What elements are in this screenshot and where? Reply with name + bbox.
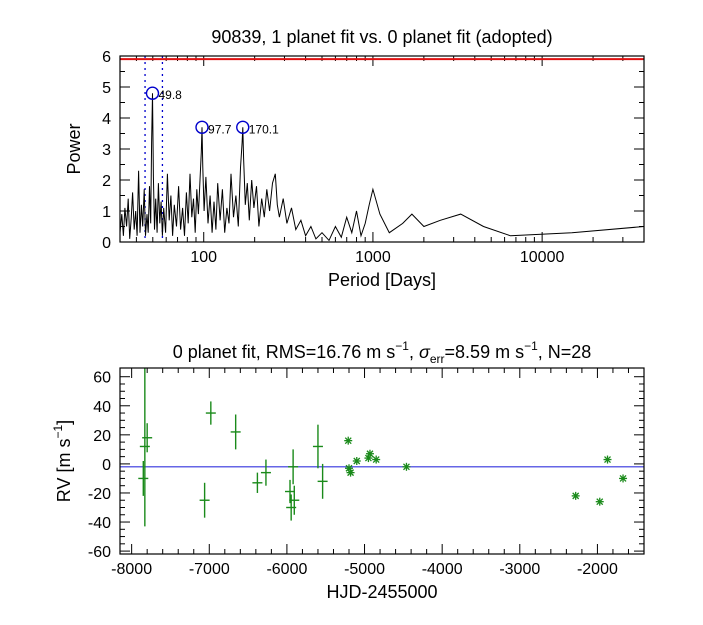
peak-marker: [195, 120, 209, 135]
rv-star-stroke: [402, 463, 410, 471]
rv-star-stroke: [619, 474, 627, 482]
rv-star-stroke: [353, 457, 361, 465]
rv-star-stroke: [604, 456, 611, 464]
periodogram-y-tick-label: 5: [102, 80, 111, 97]
peak-marker: [236, 120, 250, 135]
rv-point-star: [595, 497, 604, 506]
peak-marker: [145, 86, 160, 100]
rv-point: [288, 449, 299, 485]
rv-x-tick-label: -4000: [422, 561, 463, 578]
rv-point: [260, 459, 271, 486]
rv-star-stroke: [372, 456, 380, 464]
periodogram-ticks: 100 1000 10000 0 1 2 3 4 5 6: [102, 49, 645, 266]
rv-panel: 0 planet fit, RMS=16.76 m s−1, σerr=8.59…: [51, 339, 645, 602]
rv-point: [317, 463, 328, 499]
rv-point: [289, 485, 300, 515]
rv-y-label-close: ]: [54, 420, 74, 425]
periodogram-title: 90839, 1 planet fit vs. 0 planet fit (ad…: [211, 27, 552, 47]
rv-title-part: 0 planet fit, RMS=16.76 m s: [173, 342, 396, 362]
rv-ticks: -8000 -7000 -6000 -5000 -4000 -3000 -2000 -60 -4…: [88, 368, 644, 578]
rv-point: [142, 423, 153, 453]
periodogram-x-tick-label: 1000: [355, 249, 391, 266]
rv-star-stroke: [345, 464, 353, 472]
rv-y-tick-label: 60: [93, 370, 111, 387]
rv-y-label-main: RV [m s: [54, 439, 74, 503]
rv-point-star: [344, 436, 353, 445]
periodogram-panel: 90839, 1 planet fit vs. 0 planet fit (ad…: [64, 27, 645, 290]
periodogram-x-axis-label: Period [Days]: [328, 270, 436, 290]
peak-label: 97.7: [208, 122, 232, 136]
rv-x-tick-label: -7000: [189, 561, 230, 578]
rv-star-stroke: [347, 469, 355, 477]
periodogram-y-tick-label: 2: [102, 173, 111, 190]
rv-title-part: , N=28: [538, 342, 592, 362]
rv-y-tick-label: -20: [88, 486, 111, 503]
rv-point-star: [365, 449, 374, 458]
rv-x-tick-label: -8000: [111, 561, 152, 578]
periodogram-y-tick-label: 1: [102, 204, 111, 221]
rv-point: [138, 461, 149, 496]
rv-title-sup: −1: [524, 339, 538, 353]
rv-y-tick-label: 40: [93, 399, 111, 416]
periodogram-y-axis-label: Power: [64, 123, 84, 174]
rv-y-label-sup: −1: [51, 425, 65, 439]
rv-y-tick-label: 0: [102, 457, 111, 474]
rv-point: [252, 472, 263, 493]
rv-x-axis-label: HJD-2455000: [326, 582, 437, 602]
peak-label: 170.1: [249, 122, 279, 136]
periodogram-x-tick-label: 10000: [520, 249, 565, 266]
rv-x-tick-label: -5000: [344, 561, 385, 578]
rv-plot-area: [120, 368, 644, 527]
rv-point: [285, 479, 296, 504]
periodogram-plot-area: 49.8 97.7 170.1: [119, 56, 645, 242]
rv-point: [205, 401, 216, 425]
rv-x-tick-label: -2000: [577, 561, 618, 578]
rv-point: [199, 482, 210, 518]
periodogram-y-tick-label: 6: [102, 49, 111, 66]
rv-point-star: [402, 462, 411, 471]
rv-point: [312, 424, 323, 469]
rv-y-tick-label: 20: [93, 428, 111, 445]
rv-star-stroke: [596, 498, 604, 506]
periodogram-y-tick-label: 0: [102, 235, 111, 252]
periodogram-line: [119, 93, 645, 242]
rv-point: [230, 414, 241, 450]
rv-point-star: [346, 468, 355, 477]
periodogram-y-tick-label: 4: [102, 111, 111, 128]
rv-point-star: [352, 457, 361, 465]
rv-star-stroke: [572, 492, 580, 500]
rv-title-sigma: σ: [419, 342, 431, 362]
rv-point: [139, 368, 150, 527]
rv-title-part: ,: [409, 342, 419, 362]
rv-y-axis-label: RV [m s−1]: [51, 420, 74, 502]
rv-point-star: [571, 491, 580, 500]
rv-y-tick-label: -60: [88, 544, 111, 561]
rv-star-stroke: [344, 437, 352, 445]
rv-title-sub: err: [430, 352, 445, 366]
peak-label: 49.8: [159, 88, 183, 102]
rv-point-star: [603, 455, 612, 464]
rv-point-star: [372, 455, 381, 464]
rv-title-sup: −1: [395, 339, 409, 353]
rv-star-stroke: [366, 450, 374, 458]
rv-y-tick-label: -40: [88, 515, 111, 532]
rv-title-part: =8.59 m s: [445, 342, 525, 362]
periodogram-frame: [119, 55, 645, 243]
rv-title: 0 planet fit, RMS=16.76 m s−1, σerr=8.59…: [173, 339, 592, 366]
rv-x-tick-label: -3000: [499, 561, 540, 578]
rv-x-tick-label: -6000: [266, 561, 307, 578]
rv-point-star: [619, 474, 628, 483]
periodogram-x-tick-label: 100: [190, 249, 217, 266]
rv-frame: [119, 367, 645, 555]
periodogram-y-tick-label: 3: [102, 142, 111, 159]
